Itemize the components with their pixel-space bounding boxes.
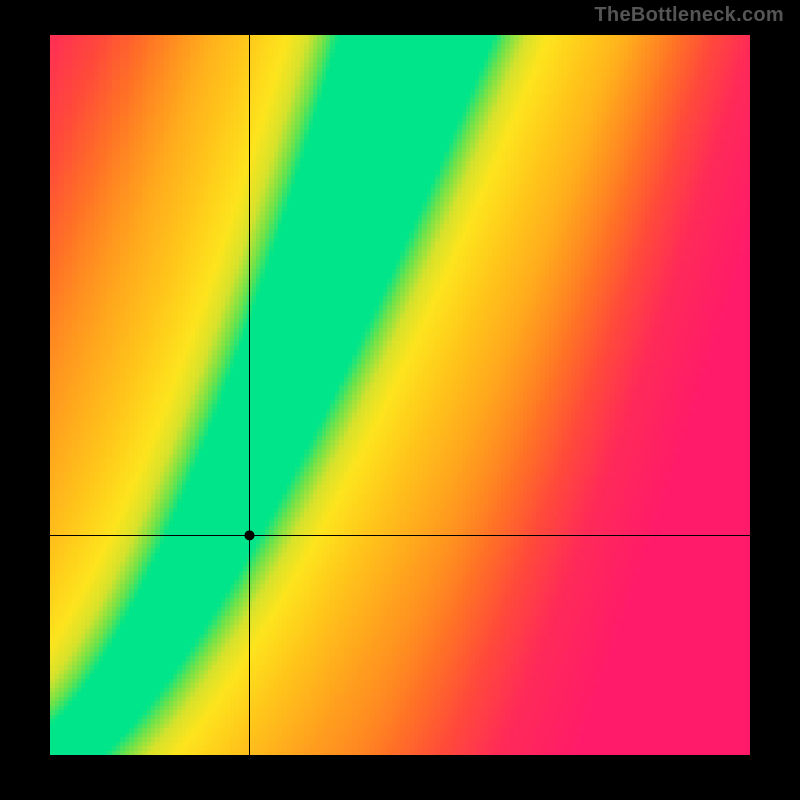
watermark-label: TheBottleneck.com [594, 4, 784, 27]
plot-area [50, 35, 750, 755]
bottleneck-heatmap [50, 35, 750, 755]
chart-container: TheBottleneck.com [0, 0, 800, 800]
